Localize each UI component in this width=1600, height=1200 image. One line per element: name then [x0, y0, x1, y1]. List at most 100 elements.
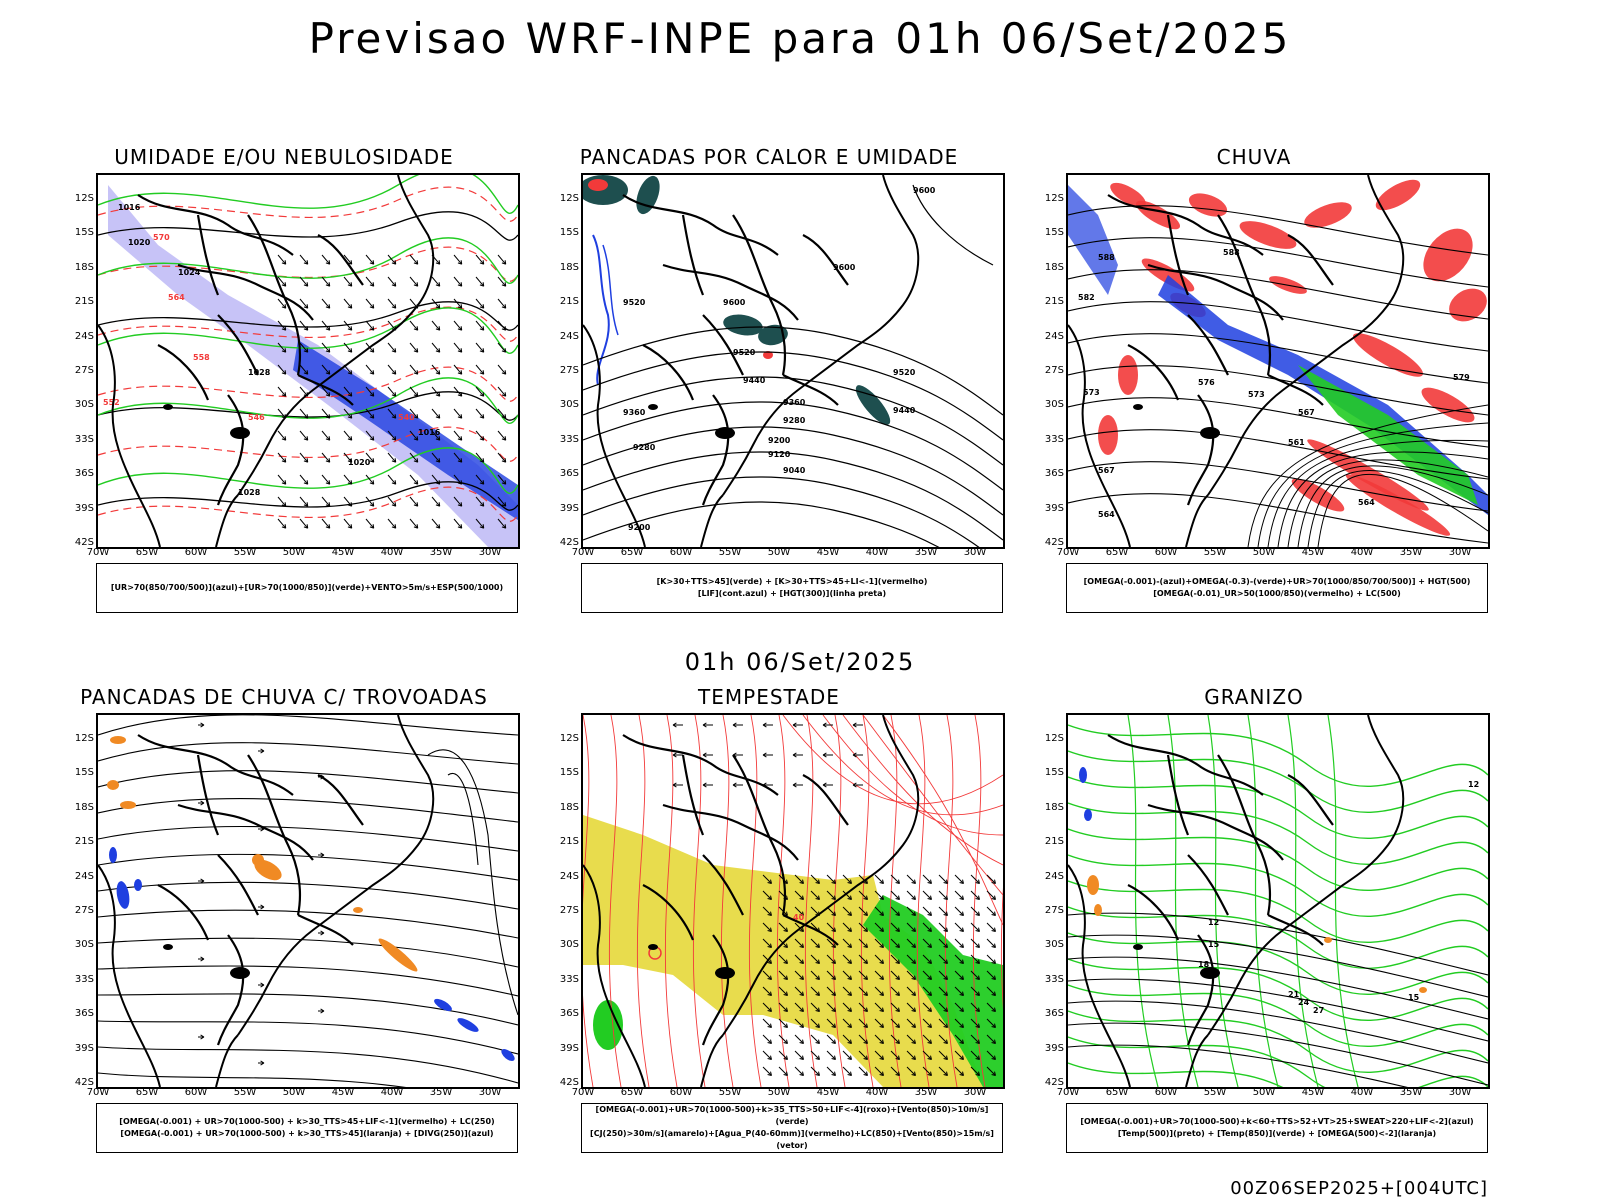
contour-label: 567 — [1098, 466, 1115, 475]
lat-tick-label: 33S — [74, 433, 94, 445]
lon-tick-label: 45W — [816, 547, 840, 558]
panel-umidade: UMIDADE E/OU NEBULOSIDADE 12S 15S 18S 21S 24S… — [64, 145, 520, 623]
lat-tick-label: 33S — [74, 973, 94, 985]
contour-label: 18 — [1198, 960, 1210, 969]
panel-title: UMIDADE E/OU NEBULOSIDADE — [114, 145, 454, 169]
lat-tick-label: 21S — [1044, 296, 1064, 308]
lat-tick-label: 36S — [74, 468, 94, 480]
lon-tick-label: 60W — [184, 1087, 208, 1098]
lat-tick-label: 15S — [1044, 227, 1064, 239]
contour-label: 9440 — [893, 406, 916, 415]
lat-tick-label: 15S — [1044, 767, 1064, 779]
contour-label: 9520 — [893, 368, 916, 377]
lat-tick-label: 39S — [74, 502, 94, 514]
contour-label: 576 — [1198, 378, 1215, 387]
contour-label: 573 — [1083, 388, 1100, 397]
lon-tick-label: 30W — [478, 1087, 502, 1098]
lat-tick-label: 42S — [559, 537, 579, 548]
lon-tick-label: 35W — [914, 1087, 938, 1098]
lat-tick-label: 15S — [559, 767, 579, 779]
lon-tick-label: 30W — [1448, 1087, 1472, 1098]
panel-legend: [OMEGA(-0.001) + UR>70(1000-500) + k>30_… — [96, 1103, 518, 1153]
contour-label: 1024 — [178, 268, 201, 277]
legend-line: [Temp(500)](preto) + [Temp(850)](verde) … — [1117, 1129, 1437, 1138]
lat-tick-label: 24S — [559, 870, 579, 882]
lat-tick-label: 30S — [559, 399, 579, 411]
lon-tick-label: 70W — [86, 1087, 110, 1098]
contour-label: 579 — [1453, 373, 1470, 382]
legend-line: [OMEGA(-0.001)+UR>70(1000-500)+k<60+TTS>… — [1080, 1117, 1474, 1126]
panel-title: PANCADAS POR CALOR E UMIDADE — [579, 145, 959, 169]
contour-label: 9600 — [833, 263, 856, 272]
map-plot-area: 40 — [581, 713, 1005, 1089]
contour-label: 9360 — [783, 398, 806, 407]
panel-legend: [OMEGA(-0.001)+UR>70(1000-500)+k>35_TTS>… — [581, 1103, 1003, 1153]
lat-tick-label: 27S — [559, 365, 579, 376]
panel-legend: [UR>70(850/700/500)](azul)+[UR>70(1000/8… — [96, 563, 518, 613]
lon-tick-label: 65W — [1105, 1087, 1129, 1098]
lat-tick-label: 21S — [559, 296, 579, 308]
lon-tick-label: 65W — [135, 547, 159, 558]
contour-label: 570 — [153, 233, 170, 242]
panel-chuva: CHUVA 12S 15S 18S 21S 24S 27S 30S 33S 36S 39S 42S 70… — [1034, 145, 1490, 623]
lon-tick-label: 70W — [571, 1087, 595, 1098]
contour-label: 573 — [1248, 390, 1265, 399]
lat-tick-label: 30S — [74, 399, 94, 411]
lon-tick-label: 50W — [1252, 547, 1276, 558]
legend-line: [UR>70(850/700/500)](azul)+[UR>70(1000/8… — [110, 583, 504, 592]
panel-title: TEMPESTADE — [698, 685, 840, 709]
lat-tick-label: 15S — [559, 227, 579, 239]
lat-tick-label: 15S — [74, 767, 94, 779]
legend-line: [OMEGA(-0.001)-(azul)+OMEGA(-0.3)-(verde… — [1083, 577, 1471, 586]
lat-tick-label: 24S — [1044, 870, 1064, 882]
lat-tick-label: 33S — [559, 433, 579, 445]
contour-label: 540 — [398, 413, 415, 422]
lon-tick-label: 30W — [478, 547, 502, 558]
contour-label: 564 — [1358, 498, 1375, 507]
lat-tick-label: 36S — [559, 1008, 579, 1020]
contour-label: 12 — [1468, 780, 1479, 789]
lon-tick-label: 50W — [282, 1087, 306, 1098]
lat-tick-label: 12S — [559, 733, 579, 744]
contour-label: 9280 — [633, 443, 656, 452]
lon-tick-label: 40W — [380, 547, 404, 558]
panel-legend: [OMEGA(-0.001)+UR>70(1000-500)+k<60+TTS>… — [1066, 1103, 1488, 1153]
lat-tick-label: 21S — [74, 296, 94, 308]
lat-tick-label: 39S — [74, 1042, 94, 1054]
lon-tick-label: 45W — [1301, 547, 1325, 558]
lat-tick-label: 36S — [1044, 468, 1064, 480]
lon-tick-label: 45W — [331, 547, 355, 558]
lon-tick-label: 65W — [620, 547, 644, 558]
lat-tick-label: 39S — [559, 1042, 579, 1054]
map-plot-area: 588 588 582 579 576 573 573 567 567 564 561 564 — [1066, 173, 1490, 549]
lon-tick-label: 50W — [767, 547, 791, 558]
contour-label: 552 — [103, 398, 120, 407]
lat-tick-label: 12S — [74, 733, 94, 744]
contour-label: 1016 — [418, 428, 441, 437]
lat-tick-label: 30S — [559, 939, 579, 951]
contour-label: 9360 — [623, 408, 646, 417]
lat-tick-label: 18S — [559, 261, 579, 273]
contour-label: 588 — [1223, 248, 1240, 257]
lon-tick-label: 70W — [1056, 547, 1080, 558]
lat-tick-label: 24S — [74, 870, 94, 882]
contour-label: 1028 — [238, 488, 261, 497]
lat-tick-label: 36S — [559, 468, 579, 480]
lon-tick-label: 55W — [718, 547, 742, 558]
lat-tick-label: 42S — [1044, 537, 1064, 548]
contour-label: 24 — [1298, 998, 1310, 1007]
panel-title: CHUVA — [1216, 145, 1292, 169]
lat-tick-label: 27S — [559, 905, 579, 916]
lon-tick-label: 60W — [184, 547, 208, 558]
lat-tick-label: 18S — [1044, 261, 1064, 273]
lon-tick-label: 40W — [865, 547, 889, 558]
lon-tick-label: 55W — [718, 1087, 742, 1098]
legend-line: [LIF](cont.azul) + [HGT(300)](linha pret… — [697, 589, 887, 598]
lat-tick-label: 39S — [1044, 1042, 1064, 1054]
lat-tick-label: 24S — [559, 330, 579, 342]
lat-tick-label: 39S — [559, 502, 579, 514]
lat-tick-label: 30S — [74, 939, 94, 951]
lon-tick-label: 35W — [914, 547, 938, 558]
lat-tick-label: 24S — [1044, 330, 1064, 342]
map-base — [1068, 175, 1405, 547]
